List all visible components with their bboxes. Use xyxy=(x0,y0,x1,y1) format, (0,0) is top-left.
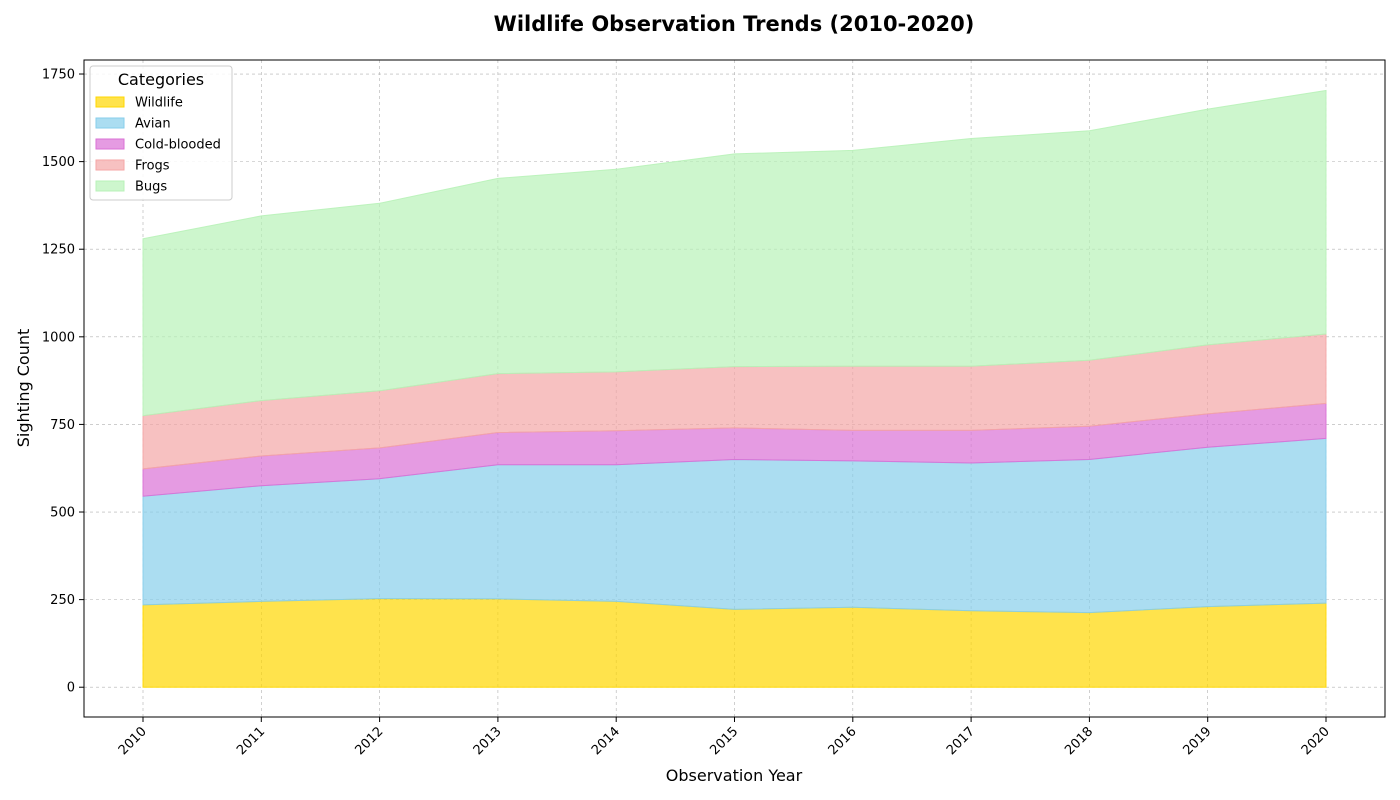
x-tick-label: 2011 xyxy=(234,724,268,758)
legend-title: Categories xyxy=(118,70,204,89)
legend-label-frogs: Frogs xyxy=(135,159,170,174)
area-series xyxy=(142,89,1327,688)
legend-swatch-frogs xyxy=(95,159,125,171)
legend-label-bugs: Bugs xyxy=(135,180,167,195)
y-tick-label: 500 xyxy=(50,506,75,521)
area-bugs xyxy=(142,89,1327,417)
legend-swatch-bugs xyxy=(95,180,125,192)
x-tick-label: 2020 xyxy=(1299,724,1333,758)
x-axis: 2010 2011 2012 2013 2014 2015 2016 2017 2018 2019… xyxy=(116,717,1333,758)
legend-label-avian: Avian xyxy=(135,117,171,132)
legend-items: Wildlife Avian Cold-blooded Frogs Bugs xyxy=(95,96,221,195)
y-tick-label: 1000 xyxy=(42,330,75,345)
legend: Categories Wildlife Avian Cold-blooded Frog… xyxy=(89,65,233,201)
x-tick-label: 2010 xyxy=(116,724,150,758)
x-tick-label: 2019 xyxy=(1181,724,1215,758)
legend-label-cold-blooded: Cold-blooded xyxy=(135,138,221,153)
area-wildlife xyxy=(142,598,1327,688)
legend-swatch-wildlife xyxy=(95,96,125,108)
y-tick-label: 0 xyxy=(67,681,75,696)
y-tick-label: 1750 xyxy=(42,68,75,83)
legend-box xyxy=(89,65,233,201)
chart-title: Wildlife Observation Trends (2010-2020) xyxy=(494,12,975,36)
y-axis: 0 250 500 750 1000 1250 1500 1750 xyxy=(42,68,84,696)
x-tick-label: 2012 xyxy=(352,724,386,758)
y-tick-label: 1250 xyxy=(42,243,75,258)
x-tick-label: 2016 xyxy=(826,724,860,758)
x-tick-label: 2013 xyxy=(471,724,505,758)
legend-swatch-cold-blooded xyxy=(95,138,125,150)
x-tick-label: 2017 xyxy=(944,724,978,758)
x-tick-label: 2015 xyxy=(707,724,741,758)
x-tick-label: 2018 xyxy=(1062,724,1096,758)
y-tick-label: 750 xyxy=(50,418,75,433)
legend-swatch-avian xyxy=(95,117,125,129)
x-axis-title: Observation Year xyxy=(666,766,803,785)
y-tick-label: 250 xyxy=(50,593,75,608)
y-tick-label: 1500 xyxy=(42,155,75,170)
y-axis-title: Sighting Count xyxy=(14,329,33,448)
x-tick-label: 2014 xyxy=(589,724,623,758)
legend-label-wildlife: Wildlife xyxy=(135,96,183,111)
